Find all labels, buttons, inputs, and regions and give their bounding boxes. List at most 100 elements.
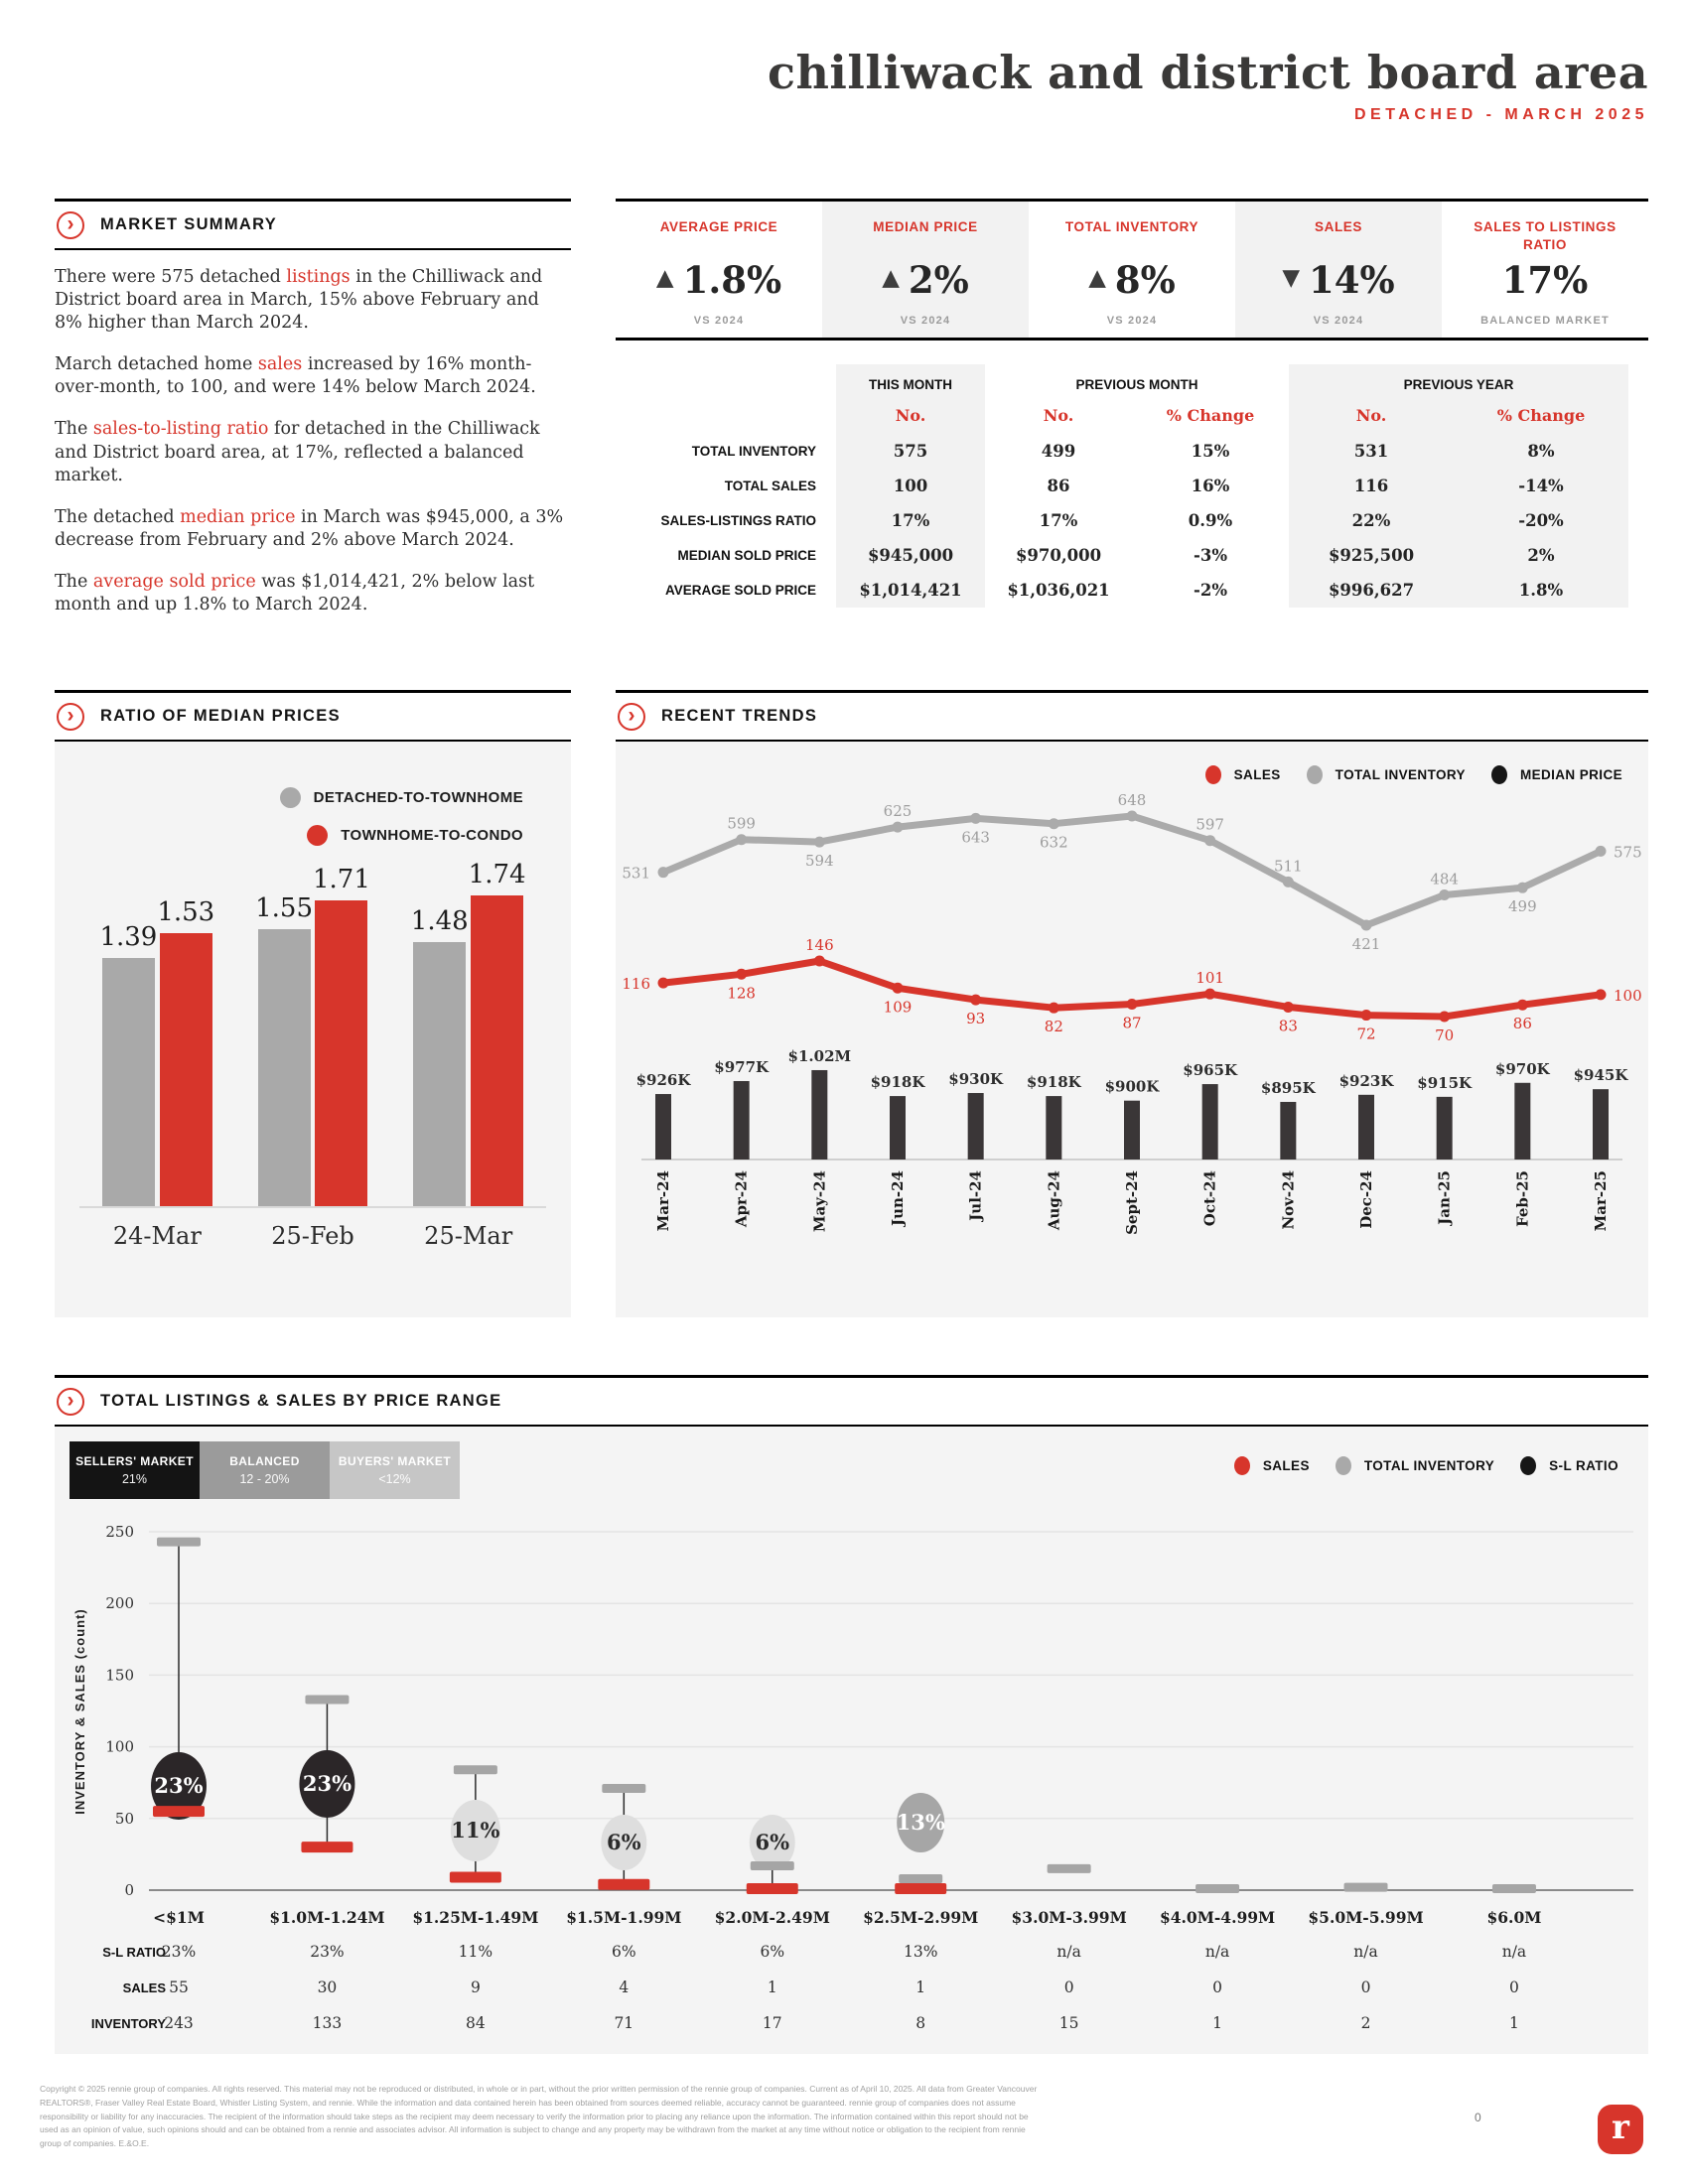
svg-text:83: 83 [1279, 1017, 1298, 1034]
gray-dot-icon [1306, 765, 1323, 784]
sl-ratio-bubble [450, 1800, 500, 1861]
townhome-to-condo-bar [471, 895, 524, 1206]
svg-text:0: 0 [1064, 1979, 1074, 1996]
red-dot-icon [1233, 1456, 1250, 1475]
price-range-3-0m-3-99m: $3.0M-3.99M n/a 0 15 [1012, 1863, 1127, 2032]
svg-text:$918K: $918K [1027, 1073, 1082, 1091]
category-label: $4.0M-4.99M [1160, 1908, 1275, 1927]
value-cell: 575 [836, 434, 985, 469]
sl-ratio-bubble [897, 1793, 945, 1852]
row-label-s-l-ratio: S-L RATIO [102, 1945, 166, 1960]
legend-label: TOTAL INVENTORY [1335, 767, 1466, 782]
legend-label: SALES [1262, 1458, 1310, 1473]
black-dot-icon [1520, 1456, 1537, 1475]
value-cell: 100 [836, 469, 985, 503]
section-title: RATIO OF MEDIAN PRICES [100, 707, 341, 725]
inventory-marker [1491, 1884, 1536, 1894]
page-footer: Copyright © 2025 rennie group of compani… [40, 2083, 1648, 2177]
svg-text:531: 531 [622, 865, 650, 883]
value-cell: 116 [1289, 469, 1454, 503]
market-summary-paragraphs: There were 575 detached listings in the … [55, 266, 571, 616]
red-dot-icon [1204, 765, 1221, 784]
svg-text:$945K: $945K [1574, 1066, 1629, 1084]
svg-text:13%: 13% [897, 1810, 945, 1835]
svg-text:$977K: $977K [714, 1058, 770, 1076]
inventory-marker [157, 1537, 201, 1547]
trends-section-header: › RECENT TRENDS [616, 690, 1648, 742]
page-number: 0 [1475, 2111, 1481, 2124]
svg-text:1: 1 [1212, 2014, 1222, 2032]
row-label-sales: SALES [123, 1980, 167, 1995]
sales-marker [153, 1806, 205, 1818]
svg-text:30: 30 [318, 1979, 338, 1996]
kpi-total-inventory: TOTAL INVENTORY ▲ 8% VS 2024 [1064, 219, 1199, 327]
svg-text:499: 499 [1508, 897, 1537, 915]
svg-text:$918K: $918K [871, 1073, 926, 1091]
comparison-table: THIS MONTH PREVIOUS MONTH PREVIOUS YEAR No.… [616, 364, 1648, 608]
svg-text:n/a: n/a [1502, 1943, 1526, 1961]
market-legend-sellers-market: SELLERS' MARKET 21% [70, 1441, 200, 1499]
total-inventory-line: 531 599 594 625 643 632 648 597 511 421 484 499 575 [622, 791, 1641, 953]
sales-marker [301, 1842, 353, 1853]
kpi-strip: AVERAGE PRICE ▲ 1.8% VS 2024 MEDIAN PRICE ▲ 2%… [616, 199, 1648, 341]
up-triangle-icon: ▲ [1088, 265, 1106, 291]
legend-item: MEDIAN PRICE [1490, 765, 1622, 784]
sales-line: 116 128 146 109 93 82 87 101 83 72 70 86 100 [622, 936, 1641, 1044]
svg-text:15: 15 [1059, 2014, 1079, 2032]
market-summary-header: › MARKET SUMMARY [55, 199, 571, 250]
svg-text:643: 643 [961, 828, 990, 846]
legend-label: TOWNHOME-TO-CONDO [341, 827, 523, 844]
subheader: No. [836, 396, 985, 434]
ratio-bar-group-25-mar: 1.48 1.74 [390, 860, 546, 1206]
summary-paragraph: There were 575 detached listings in the … [55, 267, 543, 334]
svg-text:421: 421 [1352, 935, 1381, 953]
summary-paragraph: The detached median price in March was $… [55, 506, 564, 550]
svg-text:86: 86 [1513, 1015, 1532, 1032]
inventory-marker [305, 1695, 350, 1705]
ratio-bar-group-24-mar: 1.39 1.53 [79, 897, 235, 1206]
value-cell: 499 [1041, 442, 1076, 461]
market-summary-section: › MARKET SUMMARY There were 575 detached… [55, 199, 571, 635]
value-cell: $1,014,421 [836, 573, 985, 608]
value-cell: 2% [1454, 538, 1628, 573]
legend-label: S-L RATIO [1549, 1458, 1618, 1473]
svg-text:1: 1 [915, 1979, 925, 1996]
legend-label: TOTAL INVENTORY [1363, 1458, 1495, 1473]
svg-text:0: 0 [1361, 1979, 1371, 1996]
svg-text:116: 116 [622, 975, 650, 993]
value-cell: -3% [1193, 546, 1227, 565]
trends-chart-panel: SALES TOTAL INVENTORY MEDIAN PRICE $926K… [616, 742, 1648, 1317]
sl-ratio-bubble [749, 1815, 795, 1870]
chevron-circle-icon: › [618, 702, 645, 731]
summary-paragraph: The sales-to-listing ratio for detached … [55, 419, 540, 485]
ratio-categories: 24-Mar 25-Feb 25-Mar [79, 1222, 546, 1250]
chevron-circle-icon: › [57, 1387, 84, 1416]
summary-paragraph: March detached home sales increased by 1… [55, 354, 536, 398]
bubble-legend: SALES TOTAL INVENTORY S-L RATIO [1233, 1456, 1618, 1475]
y-tick-label: 0 [124, 1881, 134, 1899]
summary-paragraph: The average sold price was $1,014,421, 2… [55, 571, 535, 615]
category-label: $1.5M-1.99M [566, 1908, 681, 1927]
value-cell: $945,000 [836, 538, 985, 573]
svg-text:11%: 11% [451, 1818, 499, 1843]
legend-label: DETACHED-TO-TOWNHOME [313, 789, 523, 806]
price-range-4-0m-4-99m: $4.0M-4.99M n/a 0 1 [1160, 1884, 1275, 2032]
svg-text:511: 511 [1274, 857, 1303, 875]
svg-text:87: 87 [1122, 1014, 1141, 1031]
svg-text:575: 575 [1614, 843, 1642, 861]
col-group-previous-month: PREVIOUS MONTH [1075, 377, 1198, 392]
inventory-marker [453, 1765, 497, 1775]
svg-text:$900K: $900K [1105, 1078, 1161, 1096]
svg-text:11%: 11% [459, 1943, 492, 1961]
price-range-6-0m: $6.0M n/a 0 1 [1486, 1884, 1541, 2032]
svg-text:71: 71 [614, 2014, 633, 2032]
month-label: Oct-24 [1201, 1170, 1219, 1226]
ratio-category-label: 24-Mar [112, 1222, 202, 1250]
svg-text:$970K: $970K [1495, 1060, 1551, 1078]
svg-text:484: 484 [1430, 870, 1459, 887]
value-cell: $996,627 [1289, 573, 1454, 608]
svg-text:1: 1 [768, 1979, 777, 1996]
svg-text:72: 72 [1356, 1025, 1375, 1043]
subheader: % Change [1454, 396, 1628, 434]
value-cell: 1.8% [1454, 573, 1628, 608]
